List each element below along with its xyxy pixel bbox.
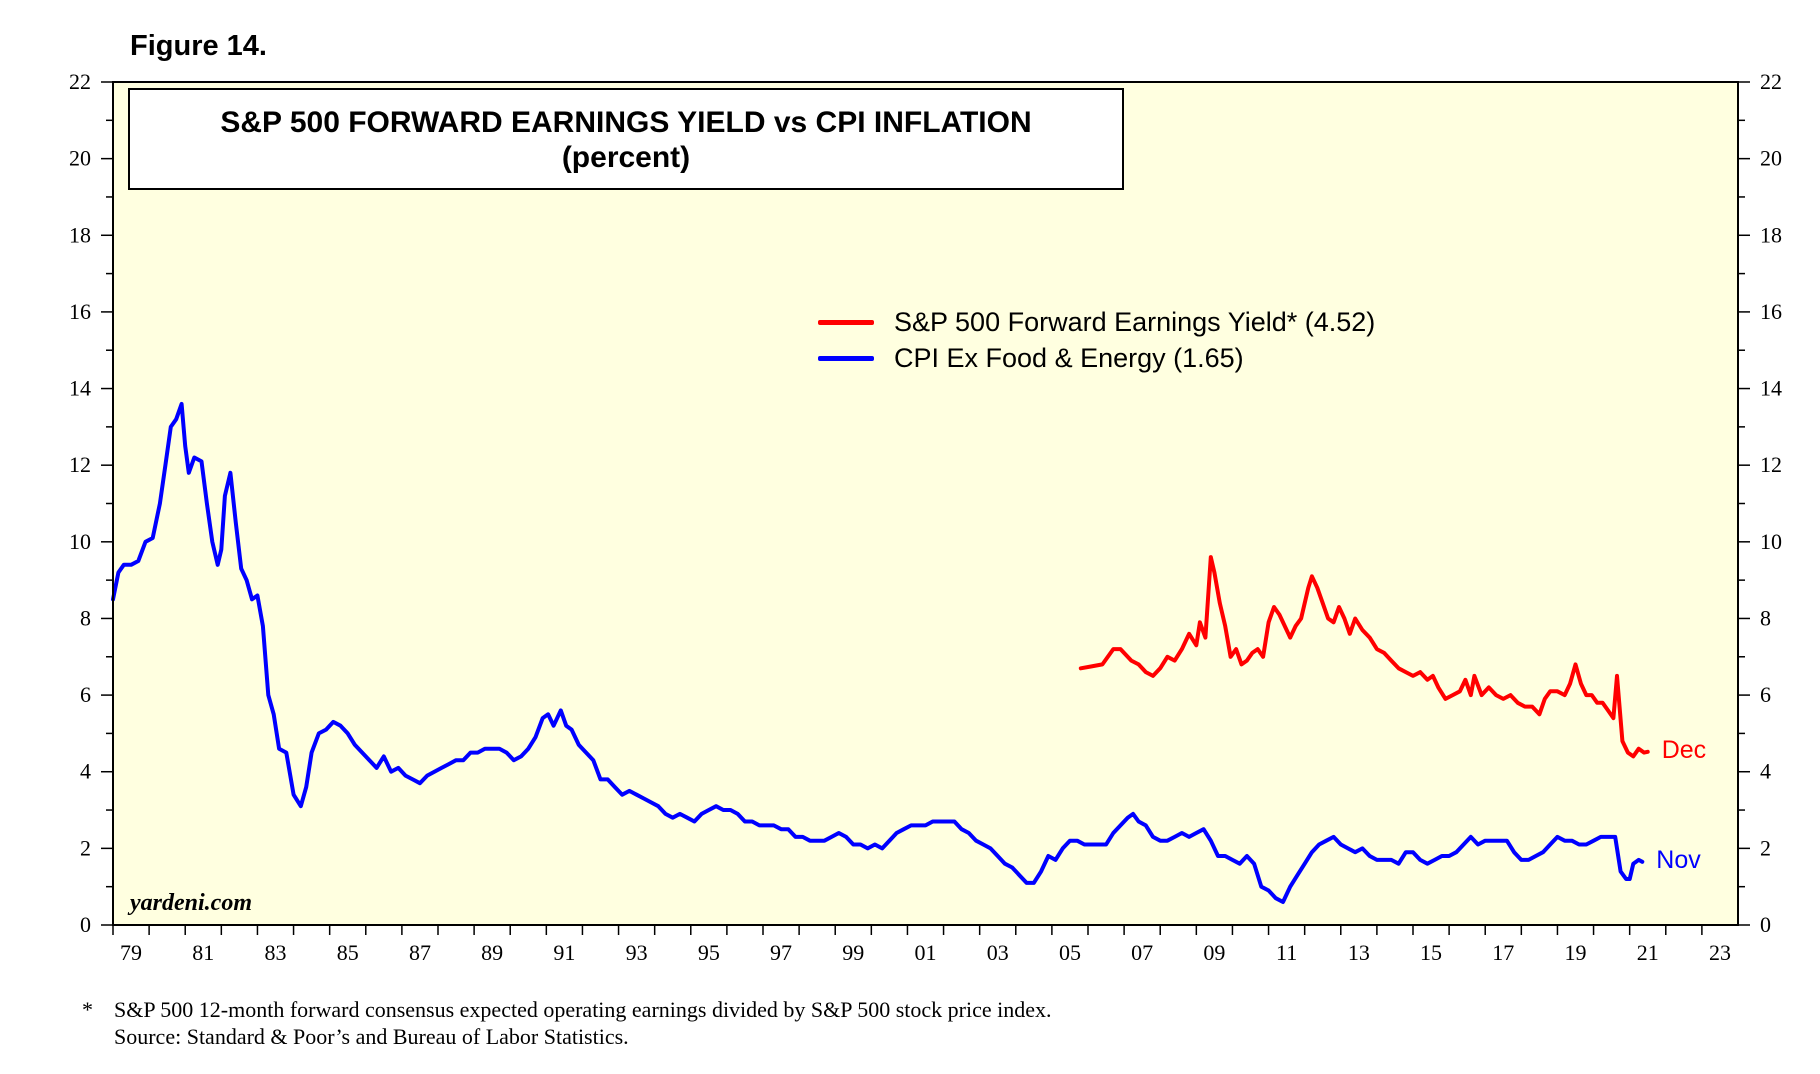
x-tick-label: 07 (1131, 940, 1153, 965)
y-tick-label-left: 4 (80, 759, 91, 784)
legend-swatch-yield (818, 319, 874, 325)
y-tick-label-left: 6 (80, 682, 91, 707)
end-label-yield: Dec (1661, 735, 1707, 764)
plot-frame (112, 81, 1739, 926)
x-tick-label: 23 (1709, 940, 1731, 965)
x-tick-label: 03 (987, 940, 1009, 965)
legend-swatch-cpi (818, 355, 874, 361)
watermark: yardeni.com (130, 890, 252, 916)
chart-subtitle: (percent) (561, 141, 691, 174)
y-tick-label-right: 14 (1760, 376, 1782, 401)
x-tick-label: 95 (698, 940, 720, 965)
y-tick-label-right: 8 (1760, 605, 1771, 630)
y-tick-label-right: 2 (1760, 835, 1771, 860)
y-tick-label-right: 18 (1760, 222, 1782, 247)
y-tick-label-left: 22 (69, 69, 91, 94)
y-tick-label-right: 22 (1760, 69, 1782, 94)
legend-item-yield: S&P 500 Forward Earnings Yield* (4.52) (818, 304, 1375, 340)
y-tick-label-left: 16 (69, 299, 91, 324)
series-layer (111, 401, 1650, 904)
plot-area (113, 82, 1738, 925)
x-tick-label: 21 (1637, 940, 1659, 965)
y-tick-label-left: 0 (80, 912, 91, 937)
footnote-line-1: * S&P 500 12-month forward consensus expe… (82, 996, 1051, 1023)
y-tick-label-left: 2 (80, 835, 91, 860)
x-tick-label: 87 (409, 940, 431, 965)
x-tick-label: 97 (770, 940, 792, 965)
footnote-line-2: Source: Standard & Poor’s and Bureau of … (114, 1024, 629, 1049)
footnote-text-1: S&P 500 12-month forward consensus expec… (114, 997, 1052, 1022)
footnote-star: * (82, 997, 93, 1022)
y-tick-label-right: 16 (1760, 299, 1782, 324)
x-tick-label: 85 (337, 940, 359, 965)
x-tick-label: 01 (915, 940, 937, 965)
series-line-yield (1078, 555, 1650, 759)
chart-title-box: S&P 500 FORWARD EARNINGS YIELD vs CPI IN… (128, 88, 1124, 190)
x-tick-label: 99 (842, 940, 864, 965)
x-tick-label: 81 (192, 940, 214, 965)
x-tick-label: 19 (1565, 940, 1587, 965)
y-tick-label-left: 10 (69, 529, 91, 554)
x-tick-label: 89 (481, 940, 503, 965)
x-tick-label: 11 (1276, 940, 1297, 965)
y-tick-label-right: 6 (1760, 682, 1771, 707)
x-tick-label: 15 (1420, 940, 1442, 965)
y-tick-label-left: 12 (69, 452, 91, 477)
y-tick-label-left: 8 (80, 605, 91, 630)
figure-label: Figure 14. (130, 30, 267, 62)
y-tick-label-right: 0 (1760, 912, 1771, 937)
x-tick-label: 93 (626, 940, 648, 965)
y-tick-label-right: 4 (1760, 759, 1771, 784)
legend-label-yield: S&P 500 Forward Earnings Yield* (4.52) (894, 306, 1376, 337)
chart-title: S&P 500 FORWARD EARNINGS YIELD vs CPI IN… (220, 106, 1032, 139)
y-tick-label-right: 20 (1760, 146, 1782, 171)
y-tick-label-right: 10 (1760, 529, 1782, 554)
x-tick-label: 91 (553, 940, 575, 965)
y-tick-label-left: 18 (69, 222, 91, 247)
y-tick-label-right: 12 (1760, 452, 1782, 477)
legend: S&P 500 Forward Earnings Yield* (4.52) C… (818, 304, 1375, 376)
end-label-cpi: Nov (1656, 845, 1701, 874)
x-tick-label: 79 (120, 940, 142, 965)
legend-item-cpi: CPI Ex Food & Energy (1.65) (818, 340, 1375, 376)
y-tick-label-left: 14 (69, 376, 91, 401)
x-tick-label: 13 (1348, 940, 1370, 965)
x-tick-label: 83 (265, 940, 287, 965)
x-tick-label: 17 (1492, 940, 1514, 965)
y-tick-label-left: 20 (69, 146, 91, 171)
x-tick-label: 09 (1203, 940, 1225, 965)
footnote: * S&P 500 12-month forward consensus expe… (82, 996, 1051, 1050)
x-tick-label: 05 (1059, 940, 1081, 965)
series-line-cpi (111, 401, 1645, 904)
legend-label-cpi: CPI Ex Food & Energy (1.65) (894, 342, 1244, 373)
